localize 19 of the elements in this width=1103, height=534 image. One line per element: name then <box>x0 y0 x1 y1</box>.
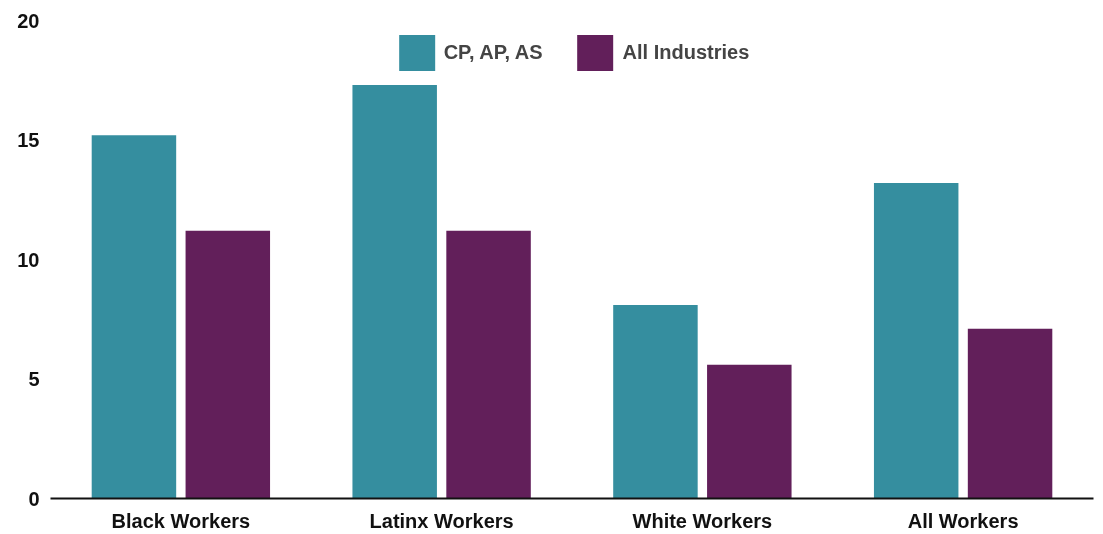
y-tick-label: 10 <box>17 248 40 271</box>
bar <box>707 364 792 499</box>
y-tick-label: 15 <box>17 129 40 151</box>
x-tick-label: All Workers <box>907 509 1019 532</box>
bar <box>185 230 271 499</box>
bar <box>873 183 959 499</box>
legend-label: All Industries <box>622 41 750 64</box>
x-tick-label: White Workers <box>632 509 773 532</box>
y-tick-label: 0 <box>28 487 40 510</box>
legend-label: CP, AP, AS <box>443 41 543 64</box>
bar <box>91 135 177 499</box>
bar <box>446 230 531 499</box>
x-tick-label: Black Workers <box>111 509 251 532</box>
y-tick-label: 5 <box>28 368 40 390</box>
bar <box>967 328 1053 499</box>
x-tick-label: Latinx Workers <box>369 509 514 532</box>
bar <box>613 304 698 499</box>
bar <box>352 85 437 499</box>
y-tick-label: 20 <box>17 9 40 32</box>
